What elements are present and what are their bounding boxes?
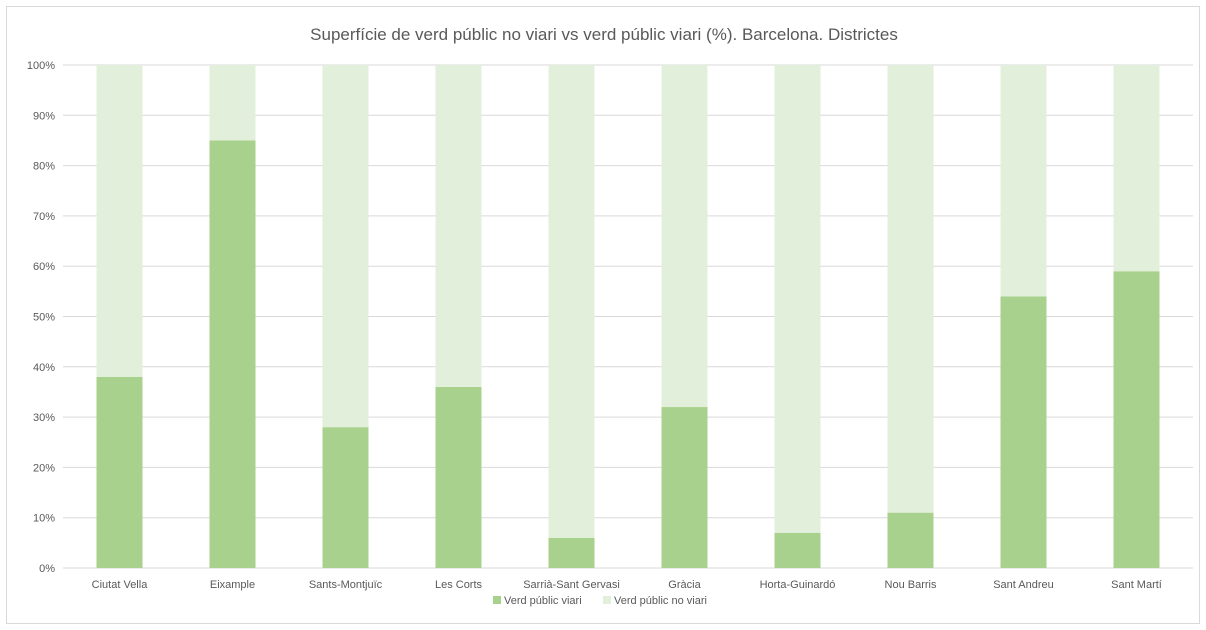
x-tick-label: Les Corts — [435, 579, 483, 591]
bars — [96, 65, 1160, 568]
bar-verd-public-no-viari — [209, 65, 256, 141]
bar-verd-public-viari — [661, 407, 708, 568]
x-tick-label: Eixample — [210, 579, 255, 591]
y-tick-label: 40% — [33, 362, 55, 374]
bar-verd-public-no-viari — [1000, 65, 1047, 297]
bar-verd-public-no-viari — [548, 65, 595, 538]
y-tick-label: 90% — [33, 110, 55, 122]
bar-verd-public-no-viari — [887, 65, 934, 513]
y-tick-label: 100% — [27, 60, 55, 72]
x-tick-label: Gràcia — [668, 579, 701, 591]
bar-verd-public-no-viari — [435, 65, 482, 387]
bar-verd-public-viari — [96, 376, 143, 568]
bar-verd-public-no-viari — [1113, 65, 1160, 272]
stacked-bar-chart: Superfície de verd públic no viari vs ve… — [27, 25, 1193, 607]
bar-verd-public-viari — [1113, 271, 1160, 568]
y-tick-label: 80% — [33, 161, 55, 173]
legend: Verd públic viari Verd públic no viari — [493, 595, 707, 607]
y-tick-label: 30% — [33, 412, 55, 424]
bar-verd-public-viari — [548, 537, 595, 568]
chart-frame: Superfície de verd públic no viari vs ve… — [6, 6, 1200, 624]
bar-verd-public-no-viari — [322, 65, 369, 428]
bar-verd-public-viari — [1000, 296, 1047, 568]
bar-verd-public-viari — [209, 140, 256, 568]
bar-verd-public-viari — [435, 386, 482, 568]
legend-label: Verd públic no viari — [614, 595, 707, 607]
y-tick-label: 70% — [33, 211, 55, 223]
legend-swatch — [603, 596, 611, 604]
x-tick-label: Sants-Montjuïc — [309, 579, 383, 591]
bar-verd-public-no-viari — [96, 65, 143, 377]
bar-verd-public-no-viari — [774, 65, 821, 533]
bar-verd-public-viari — [887, 512, 934, 568]
bar-verd-public-viari — [774, 532, 821, 568]
y-axis-ticks: 0% 10% 20% 30% 40% 50% 60% 70% 80% 90% 100% — [27, 60, 55, 575]
x-tick-label: Sant Martí — [1111, 579, 1162, 591]
x-tick-label: Nou Barris — [885, 579, 937, 591]
chart-title: Superfície de verd públic no viari vs ve… — [310, 25, 898, 44]
bar-verd-public-viari — [322, 427, 369, 568]
x-tick-label: Sarrià-Sant Gervasi — [523, 579, 620, 591]
x-axis-ticks: Ciutat Vella Eixample Sants-Montjuïc Les Co… — [92, 579, 1162, 591]
y-tick-label: 50% — [33, 312, 55, 324]
x-tick-label: Ciutat Vella — [92, 579, 149, 591]
y-tick-label: 0% — [39, 563, 55, 575]
legend-label: Verd públic viari — [504, 595, 582, 607]
x-tick-label: Sant Andreu — [993, 579, 1054, 591]
y-tick-label: 60% — [33, 261, 55, 273]
y-tick-label: 10% — [33, 513, 55, 525]
legend-swatch — [493, 596, 501, 604]
x-tick-label: Horta-Guinardó — [760, 579, 836, 591]
y-tick-label: 20% — [33, 462, 55, 474]
bar-verd-public-no-viari — [661, 65, 708, 408]
